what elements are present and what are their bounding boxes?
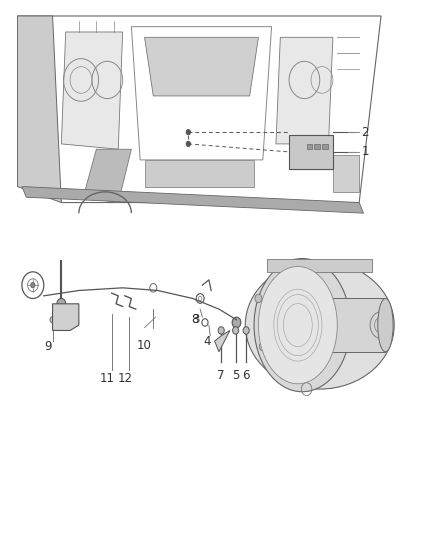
Circle shape [259,342,266,351]
Polygon shape [83,149,131,203]
Bar [307,144,312,149]
Text: 9: 9 [44,340,52,353]
Polygon shape [276,37,333,144]
Polygon shape [145,37,258,96]
Circle shape [307,155,311,159]
Text: 8: 8 [191,313,198,326]
Bar [322,144,328,149]
Polygon shape [215,330,230,352]
Circle shape [290,148,301,161]
Text: 10: 10 [137,339,152,352]
Circle shape [218,327,224,334]
Ellipse shape [258,266,337,384]
Text: 12: 12 [117,372,132,385]
Circle shape [57,298,66,309]
Bar [320,298,385,352]
Ellipse shape [378,298,393,352]
Circle shape [232,317,241,328]
Circle shape [294,273,301,281]
Bar [333,155,359,192]
Text: 4: 4 [203,335,211,348]
Text: 11: 11 [100,372,115,385]
Circle shape [31,282,35,288]
Text: 7: 7 [217,369,225,382]
Circle shape [315,155,319,159]
Polygon shape [18,16,61,203]
Bar [314,144,320,149]
Text: 6: 6 [242,369,250,382]
Circle shape [255,294,262,303]
Text: 3: 3 [192,313,199,326]
Circle shape [50,317,55,323]
Polygon shape [61,32,123,149]
Circle shape [293,152,298,157]
Text: 5: 5 [232,369,239,382]
Circle shape [323,155,327,159]
Text: 1: 1 [361,146,369,158]
Circle shape [186,130,191,135]
Ellipse shape [254,259,350,392]
Circle shape [186,141,191,147]
Circle shape [243,327,249,334]
Circle shape [281,364,288,372]
Ellipse shape [245,261,394,389]
Circle shape [233,327,239,334]
Bar [267,259,372,272]
Text: 2: 2 [361,126,369,139]
Polygon shape [22,187,364,213]
Polygon shape [53,304,79,330]
Circle shape [272,278,279,287]
Bar [145,160,254,187]
Bar [289,134,333,169]
